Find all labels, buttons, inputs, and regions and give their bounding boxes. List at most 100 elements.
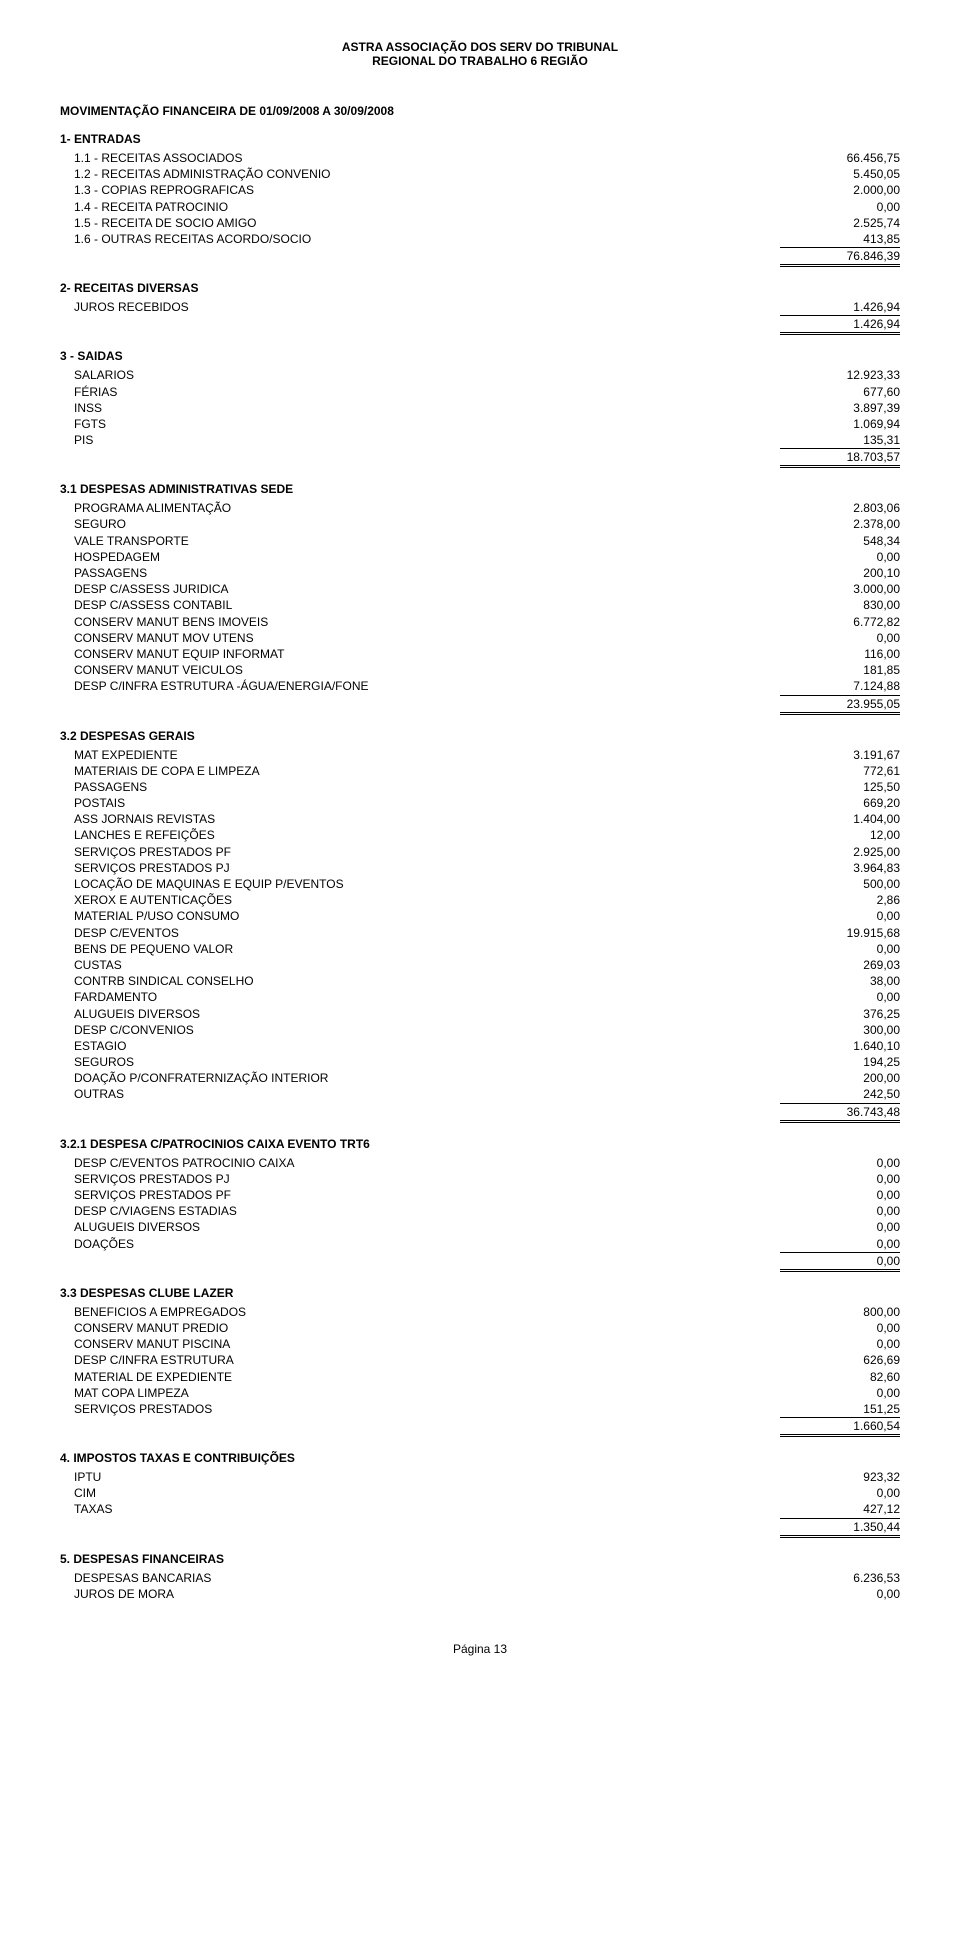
line-item-label: CUSTAS xyxy=(74,957,780,973)
line-item: SERVIÇOS PRESTADOS PF2.925,00 xyxy=(60,844,900,860)
sec1-total: 76.846,39 xyxy=(780,247,900,267)
line-item: PROGRAMA ALIMENTAÇÃO2.803,06 xyxy=(60,500,900,516)
sec4-total-row: 1.350,44 xyxy=(60,1518,900,1538)
line-item-value: 0,00 xyxy=(780,1336,900,1352)
line-item: SERVIÇOS PRESTADOS PJ0,00 xyxy=(60,1171,900,1187)
line-item: FARDAMENTO0,00 xyxy=(60,989,900,1005)
line-item: DESP C/EVENTOS19.915,68 xyxy=(60,925,900,941)
line-item-value: 427,12 xyxy=(780,1501,900,1517)
line-item-value: 0,00 xyxy=(780,1219,900,1235)
line-item-value: 200,00 xyxy=(780,1070,900,1086)
line-item: CONSERV MANUT BENS IMOVEIS6.772,82 xyxy=(60,614,900,630)
line-item-label: DESP C/EVENTOS PATROCINIO CAIXA xyxy=(74,1155,780,1171)
line-item-label: CONSERV MANUT MOV UTENS xyxy=(74,630,780,646)
line-item-label: IPTU xyxy=(74,1469,780,1485)
line-item-value: 0,00 xyxy=(780,1485,900,1501)
sec321-items: DESP C/EVENTOS PATROCINIO CAIXA0,00SERVI… xyxy=(60,1155,900,1252)
sec3-total-row: 18.703,57 xyxy=(60,448,900,468)
line-item-value: 677,60 xyxy=(780,384,900,400)
line-item-label: VALE TRANSPORTE xyxy=(74,533,780,549)
line-item: DESP C/CONVENIOS300,00 xyxy=(60,1022,900,1038)
line-item-value: 1.404,00 xyxy=(780,811,900,827)
line-item-value: 19.915,68 xyxy=(780,925,900,941)
line-item-value: 0,00 xyxy=(780,1187,900,1203)
line-item-label: SALARIOS xyxy=(74,367,780,383)
line-item-value: 3.897,39 xyxy=(780,400,900,416)
sec3-title: 3 - SAIDAS xyxy=(60,349,900,363)
line-item: ALUGUEIS DIVERSOS376,25 xyxy=(60,1006,900,1022)
line-item-label: XEROX E AUTENTICAÇÕES xyxy=(74,892,780,908)
line-item: SEGURO2.378,00 xyxy=(60,516,900,532)
line-item-value: 135,31 xyxy=(780,432,900,448)
line-item: LOCAÇÃO DE MAQUINAS E EQUIP P/EVENTOS500… xyxy=(60,876,900,892)
line-item-value: 0,00 xyxy=(780,1320,900,1336)
line-item: ALUGUEIS DIVERSOS0,00 xyxy=(60,1219,900,1235)
sec5-title: 5. DESPESAS FINANCEIRAS xyxy=(60,1552,900,1566)
line-item: TAXAS427,12 xyxy=(60,1501,900,1517)
line-item: MATERIAL DE EXPEDIENTE82,60 xyxy=(60,1369,900,1385)
line-item-label: DESP C/VIAGENS ESTADIAS xyxy=(74,1203,780,1219)
line-item-label: SERVIÇOS PRESTADOS PJ xyxy=(74,860,780,876)
line-item: DESP C/VIAGENS ESTADIAS0,00 xyxy=(60,1203,900,1219)
line-item-label: 1.6 - OUTRAS RECEITAS ACORDO/SOCIO xyxy=(74,231,780,247)
sec32-total-row: 36.743,48 xyxy=(60,1103,900,1123)
org-header: ASTRA ASSOCIAÇÃO DOS SERV DO TRIBUNAL RE… xyxy=(60,40,900,68)
sec31-title: 3.1 DESPESAS ADMINISTRATIVAS SEDE xyxy=(60,482,900,496)
line-item-label: DESPESAS BANCARIAS xyxy=(74,1570,780,1586)
line-item-label: DESP C/INFRA ESTRUTURA -ÁGUA/ENERGIA/FON… xyxy=(74,678,780,694)
sec33-items: BENEFICIOS A EMPREGADOS800,00CONSERV MAN… xyxy=(60,1304,900,1417)
line-item-label: JUROS DE MORA xyxy=(74,1586,780,1602)
sec31-items: PROGRAMA ALIMENTAÇÃO2.803,06SEGURO2.378,… xyxy=(60,500,900,694)
line-item: 1.4 - RECEITA PATROCINIO0,00 xyxy=(60,199,900,215)
line-item: ASS JORNAIS REVISTAS1.404,00 xyxy=(60,811,900,827)
line-item-label: OUTRAS xyxy=(74,1086,780,1102)
line-item-label: MATERIAIS DE COPA E LIMPEZA xyxy=(74,763,780,779)
line-item: PASSAGENS125,50 xyxy=(60,779,900,795)
line-item: DESP C/INFRA ESTRUTURA626,69 xyxy=(60,1352,900,1368)
line-item: CONSERV MANUT PREDIO0,00 xyxy=(60,1320,900,1336)
line-item-value: 6.236,53 xyxy=(780,1570,900,1586)
line-item: DOAÇÃO P/CONFRATERNIZAÇÃO INTERIOR200,00 xyxy=(60,1070,900,1086)
sec33-total: 1.660,54 xyxy=(780,1417,900,1437)
line-item-label: ALUGUEIS DIVERSOS xyxy=(74,1219,780,1235)
line-item-value: 38,00 xyxy=(780,973,900,989)
sec4-title: 4. IMPOSTOS TAXAS E CONTRIBUIÇÕES xyxy=(60,1451,900,1465)
line-item: IPTU923,32 xyxy=(60,1469,900,1485)
sec1-items: 1.1 - RECEITAS ASSOCIADOS66.456,751.2 - … xyxy=(60,150,900,247)
line-item-label: DOAÇÕES xyxy=(74,1236,780,1252)
line-item-value: 300,00 xyxy=(780,1022,900,1038)
line-item-label: TAXAS xyxy=(74,1501,780,1517)
line-item-label: BENS DE PEQUENO VALOR xyxy=(74,941,780,957)
line-item: FGTS1.069,94 xyxy=(60,416,900,432)
line-item-label: POSTAIS xyxy=(74,795,780,811)
line-item-value: 181,85 xyxy=(780,662,900,678)
line-item-label: LOCAÇÃO DE MAQUINAS E EQUIP P/EVENTOS xyxy=(74,876,780,892)
line-item-label: MATERIAL P/USO CONSUMO xyxy=(74,908,780,924)
line-item: CONTRB SINDICAL CONSELHO38,00 xyxy=(60,973,900,989)
line-item-value: 7.124,88 xyxy=(780,678,900,694)
line-item-value: 12.923,33 xyxy=(780,367,900,383)
line-item: MATERIAL P/USO CONSUMO0,00 xyxy=(60,908,900,924)
line-item-value: 3.000,00 xyxy=(780,581,900,597)
line-item: CONSERV MANUT MOV UTENS0,00 xyxy=(60,630,900,646)
line-item-value: 2.925,00 xyxy=(780,844,900,860)
line-item-label: HOSPEDAGEM xyxy=(74,549,780,565)
line-item-value: 269,03 xyxy=(780,957,900,973)
line-item-value: 830,00 xyxy=(780,597,900,613)
line-item: INSS3.897,39 xyxy=(60,400,900,416)
line-item: PIS135,31 xyxy=(60,432,900,448)
line-item-value: 3.191,67 xyxy=(780,747,900,763)
sec32-items: MAT EXPEDIENTE3.191,67MATERIAIS DE COPA … xyxy=(60,747,900,1103)
line-item-value: 1.069,94 xyxy=(780,416,900,432)
line-item-label: PROGRAMA ALIMENTAÇÃO xyxy=(74,500,780,516)
line-item-label: CONSERV MANUT PISCINA xyxy=(74,1336,780,1352)
line-item-value: 0,00 xyxy=(780,941,900,957)
line-item: BENS DE PEQUENO VALOR0,00 xyxy=(60,941,900,957)
line-item-value: 800,00 xyxy=(780,1304,900,1320)
line-item: DOAÇÕES0,00 xyxy=(60,1236,900,1252)
line-item: 1.5 - RECEITA DE SOCIO AMIGO2.525,74 xyxy=(60,215,900,231)
line-item-value: 772,61 xyxy=(780,763,900,779)
org-header-line2: REGIONAL DO TRABALHO 6 REGIÃO xyxy=(60,54,900,68)
line-item-value: 12,00 xyxy=(780,827,900,843)
line-item: CONSERV MANUT PISCINA0,00 xyxy=(60,1336,900,1352)
